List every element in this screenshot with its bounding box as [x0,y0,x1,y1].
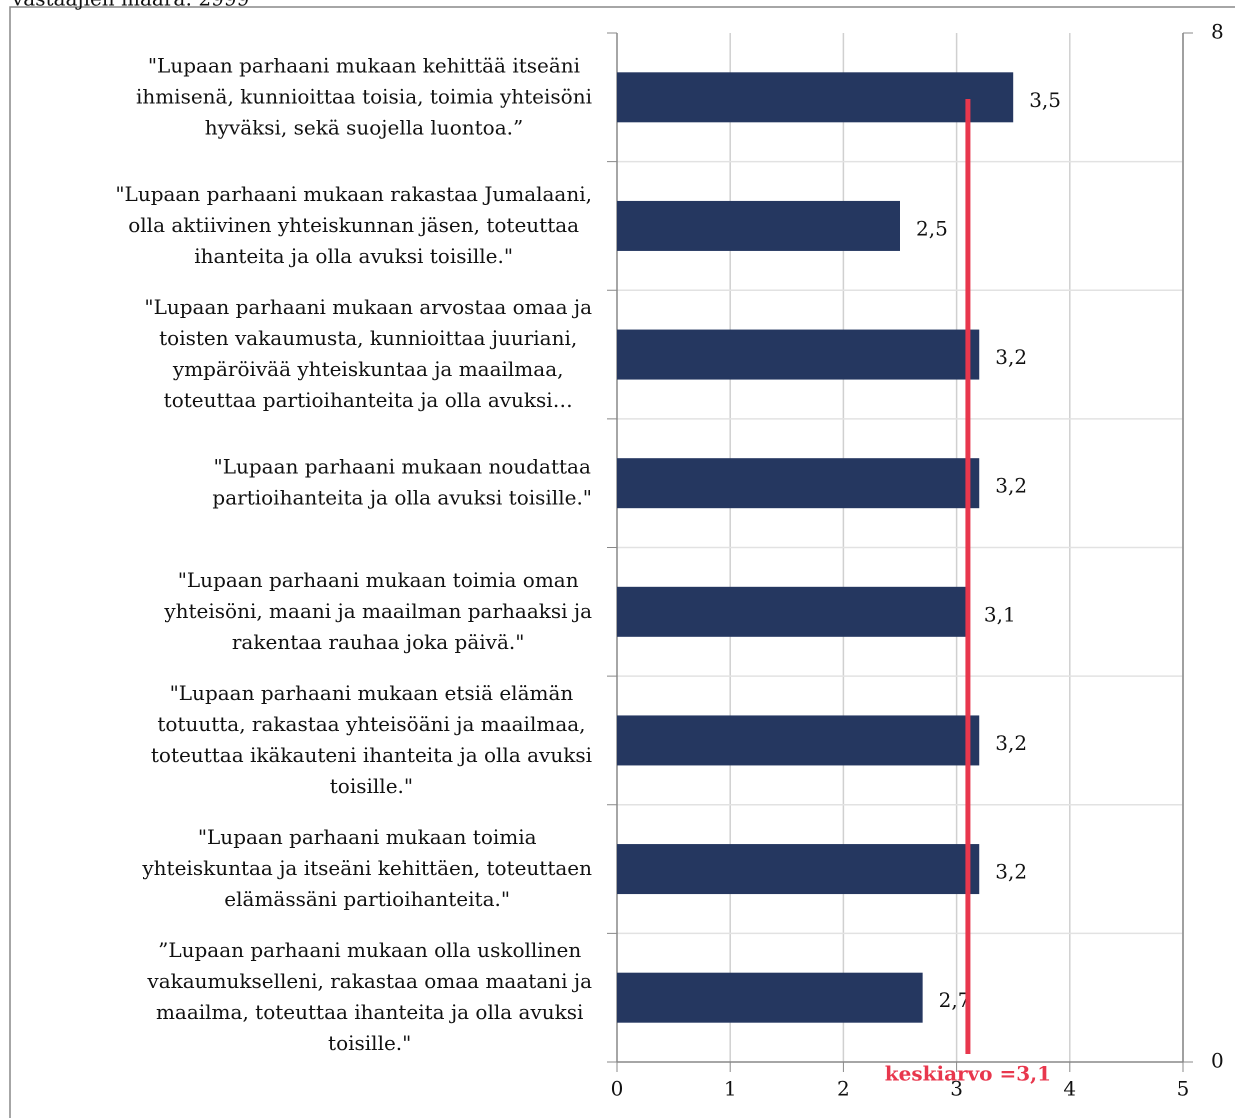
value-label: 2,5 [916,216,948,240]
category-label: "Lupaan parhaani mukaan noudattaa partioi… [212,454,592,509]
category-label: "Lupaan parhaani mukaan kehittää itseäni… [136,53,592,139]
value-label: 3,5 [1029,88,1061,112]
category-label: "Lupaan parhaani mukaan rakastaa Jumalaa… [115,181,592,267]
value-label: 3,2 [995,474,1027,498]
category-label: "Lupaan parhaani mukaan etsiä elämän totu… [151,680,592,797]
y2-tick-label: 0 [1211,1049,1224,1073]
average-label: keskiarvo =3,1 [885,1062,1051,1086]
x-tick-label: 2 [837,1077,850,1101]
category-label: "Lupaan parhaani mukaan arvostaa omaa ja… [144,295,592,412]
bar [617,72,1014,123]
category-label: "Lupaan parhaani mukaan toimia yhteiskunt… [141,825,592,911]
value-label: 2,7 [939,988,971,1012]
x-tick-label: 3 [950,1077,963,1101]
bar [617,715,980,766]
bar [617,586,968,637]
bar [617,844,980,895]
value-label: 3,2 [995,731,1027,755]
bar [617,458,980,509]
chart-frame [9,6,1235,1118]
bar [617,329,980,380]
x-tick-label: 1 [724,1077,737,1101]
x-tick-label: 4 [1063,1077,1076,1101]
value-label: 3,1 [984,602,1016,626]
bar [617,972,923,1023]
x-tick-label: 5 [1177,1077,1190,1101]
x-tick-label: 0 [611,1077,624,1101]
chart-subtitle: vastaajien määrä: 2999 [11,0,249,11]
value-label: 3,2 [995,345,1027,369]
y2-tick-label: 8 [1211,20,1224,44]
value-label: 3,2 [995,860,1027,884]
bar [617,200,900,251]
category-label: ”Lupaan parhaani mukaan olla uskollinen v… [146,938,592,1055]
category-label: "Lupaan parhaani mukaan toimia oman yhtei… [163,567,592,653]
